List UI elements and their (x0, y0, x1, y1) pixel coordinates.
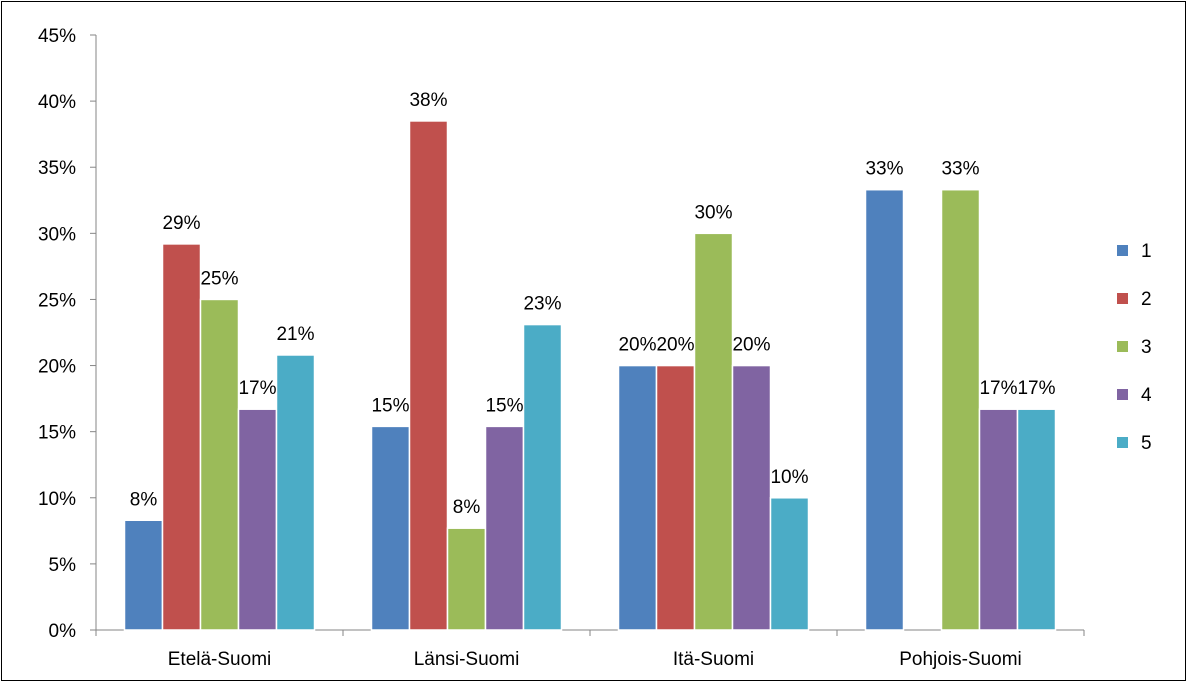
bar-series-4 (978, 408, 1019, 631)
data-label: 17% (238, 378, 276, 399)
data-label: 21% (276, 324, 314, 345)
legend-swatch (1117, 341, 1128, 352)
bar-series-3 (940, 188, 981, 631)
bar-series-5 (769, 497, 810, 631)
y-tick-label: 5% (49, 555, 77, 576)
data-label: 10% (770, 467, 808, 488)
y-tick-label: 30% (38, 224, 76, 245)
y-axis: 0% 5% 10% 15% 20% 25% 30% 35% 40% 45% (38, 26, 97, 642)
y-tick-label: 35% (38, 158, 76, 179)
bar-series-5 (275, 354, 316, 631)
category-label: Etelä-Suomi (168, 649, 272, 670)
x-axis: Etelä-Suomi Länsi-Suomi Itä-Suomi Pohjois-S… (95, 629, 1085, 670)
legend-label: 4 (1141, 385, 1152, 406)
bar-series-2 (408, 120, 449, 631)
data-label: 23% (523, 294, 561, 315)
category-label: Pohjois-Suomi (899, 649, 1022, 670)
bar-series-1 (370, 425, 411, 631)
bar-series-2 (655, 364, 696, 631)
data-label: 25% (200, 268, 238, 289)
legend-label: 2 (1141, 289, 1152, 310)
data-label: 17% (979, 378, 1017, 399)
legend-swatch (1117, 389, 1128, 400)
data-label: 8% (130, 489, 158, 510)
bar-series-3 (446, 527, 487, 631)
y-tick-label: 45% (38, 26, 76, 47)
bar-series-3 (693, 232, 734, 631)
y-tick-label: 10% (38, 489, 76, 510)
legend-swatch (1117, 293, 1128, 304)
y-tick-label: 25% (38, 290, 76, 311)
bar-series-2 (161, 243, 202, 631)
y-tick-label: 20% (38, 357, 76, 378)
data-label: 20% (618, 335, 656, 356)
data-label: 15% (485, 395, 523, 416)
data-label: 20% (732, 335, 770, 356)
legend-swatch (1117, 437, 1128, 448)
bars (123, 120, 1057, 631)
data-label: 15% (371, 395, 409, 416)
y-tick-label: 0% (49, 621, 77, 642)
y-tick-label: 40% (38, 92, 76, 113)
data-label: 33% (941, 159, 979, 180)
bar-series-4 (484, 425, 525, 631)
legend-swatch (1117, 245, 1128, 256)
data-label: 33% (865, 159, 903, 180)
legend-label: 5 (1141, 433, 1152, 454)
bar-series-1 (864, 188, 905, 631)
category-label: Länsi-Suomi (414, 649, 520, 670)
bar-series-5 (522, 323, 563, 631)
category-label: Itä-Suomi (673, 649, 754, 670)
bar-series-1 (123, 519, 164, 631)
legend-label: 1 (1141, 241, 1152, 262)
data-label: 30% (694, 202, 732, 223)
data-label: 29% (162, 213, 200, 234)
bar-series-5 (1016, 408, 1057, 631)
data-label: 38% (409, 90, 447, 111)
bar-series-3 (199, 298, 240, 631)
bar-series-1 (617, 364, 658, 631)
legend: 1 2 3 4 5 (1117, 241, 1152, 454)
bar-series-4 (237, 408, 278, 631)
bar-series-4 (731, 364, 772, 631)
y-tick-label: 15% (38, 423, 76, 444)
data-label: 20% (656, 335, 694, 356)
data-labels: 8%29%25%17%21%15%38%8%15%23%20% 20%30%20%… (130, 90, 1056, 518)
data-label: 8% (453, 497, 481, 518)
legend-label: 3 (1141, 337, 1152, 358)
data-label: 17% (1017, 378, 1055, 399)
